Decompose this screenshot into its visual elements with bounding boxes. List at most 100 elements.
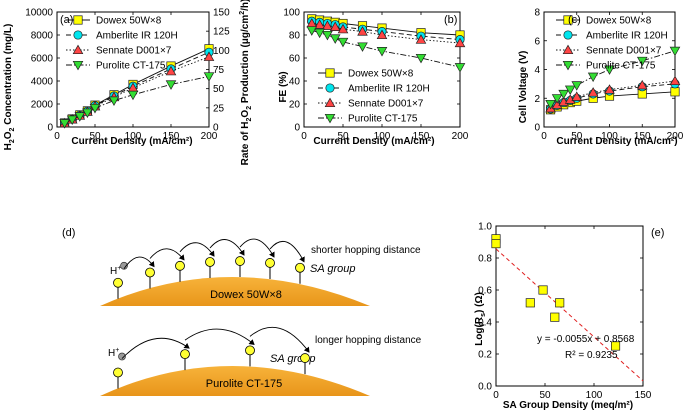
panel-d-label: (d) xyxy=(62,227,75,239)
panel-e-data-point xyxy=(525,298,535,308)
panel-c-y-tick-label: 0 xyxy=(534,123,540,134)
panel-c-data-point xyxy=(669,46,681,57)
panel-a-y2-tick-label: 75 xyxy=(213,65,225,76)
hopping-annotation-top: shorter hopping distance xyxy=(311,245,421,256)
panel-c-data-point xyxy=(669,75,681,86)
resin-bead-top xyxy=(100,277,370,306)
panel-b-data-point xyxy=(376,29,388,40)
hop-arrow-top xyxy=(149,248,185,261)
panel-b-data-point xyxy=(415,34,427,44)
panel-b-plot-area: 0 50 100 150 200 0 20 40 60 80 100 Dowex 50W×8 Amber… xyxy=(283,8,468,143)
proton-label-bottom: H+ xyxy=(108,347,119,359)
panel-b-data-point xyxy=(314,28,325,39)
panel-c-legend-label: Purolite CT-175 xyxy=(586,61,656,72)
panel-b-chart: 0 50 100 150 200 0 20 40 60 80 100 Dowex 50W×8 Amber… xyxy=(278,8,469,148)
panel-a-y2-tick-label: 125 xyxy=(213,27,230,38)
panel-a-legend-marker xyxy=(73,30,83,40)
panel-c-data-point xyxy=(587,87,599,97)
panel-e-data-point xyxy=(555,298,565,308)
panel-b-data-point xyxy=(357,26,368,36)
hop-arrow-bottom xyxy=(249,326,310,353)
panel-b-data-point xyxy=(329,21,341,31)
panel-a-legend-label: Dowex 50W×8 xyxy=(96,16,162,27)
panel-a-legend-label: Sennate D001×7 xyxy=(96,46,172,57)
panel-c-data-point xyxy=(545,99,556,110)
panel-c-data-point xyxy=(564,85,576,96)
panel-c-legend-marker xyxy=(563,30,573,40)
panel-e-y-tick-label: 1.0 xyxy=(478,222,492,233)
panel-c-series-4 xyxy=(545,46,681,110)
panel-c-legend-marker xyxy=(562,60,574,71)
panel-b-legend-marker xyxy=(325,68,335,78)
proton-label-top: H+ xyxy=(110,265,121,277)
panel-b-data-point xyxy=(454,37,466,48)
hop-arrow-top xyxy=(179,242,215,257)
panel-a-y-label: H2O2 Concentration (mg/L) xyxy=(3,24,16,151)
panel-b-y-tick-label: 0 xyxy=(294,123,300,134)
panel-c-y-tick-label: 6 xyxy=(534,36,540,47)
panel-e-y-tick-label: 0.8 xyxy=(478,254,492,265)
proton-top xyxy=(120,261,128,270)
panel-a-y-tick-label: 2000 xyxy=(31,100,54,111)
proton-bottom xyxy=(118,352,126,361)
panel-b-data-point xyxy=(454,63,466,73)
panel-b-x-tick-label: 50 xyxy=(337,131,349,142)
panel-c-series-3 xyxy=(545,75,681,113)
resin-name-bottom: Purolite CT-175 xyxy=(206,378,282,390)
panel-c-data-point xyxy=(636,56,648,67)
panel-b-y-tick-label: 80 xyxy=(289,31,301,42)
hop-arrow-bottom xyxy=(184,328,255,345)
panel-e-chart: 0 50 100 150 0.0 0.2 0.4 0.6 0.8 1.0 (e) y = -0.0… xyxy=(474,222,664,412)
panel-c-data-point xyxy=(604,84,615,94)
hop-arrow-top xyxy=(123,256,155,270)
panel-c-legend-label: Sennate D001×7 xyxy=(586,46,662,57)
panel-b-legend-label: Dowex 50W×8 xyxy=(348,69,414,80)
resin-name-top: Dowex 50W×8 xyxy=(210,289,282,301)
panel-c-data-point xyxy=(587,72,599,83)
panel-c-x-label: Current Density (mA/cm²) xyxy=(556,136,677,147)
panel-c-data-point xyxy=(571,91,583,101)
top-sa-site xyxy=(295,262,305,273)
panel-e-label: (e) xyxy=(651,227,664,239)
panel-b-y-label: FE (%) xyxy=(278,71,289,102)
panel-a-label: (a) xyxy=(60,14,73,26)
panel-a-series-line xyxy=(64,75,210,124)
panel-a-legend-marker xyxy=(72,44,84,55)
panel-a-y-tick-label: 4000 xyxy=(31,77,54,88)
panel-a-legend-label: Purolite CT-175 xyxy=(96,61,166,72)
panel-c-data-point xyxy=(571,81,583,91)
panel-b-legend-label: Purolite CT-175 xyxy=(348,114,418,125)
panel-c-label: (c) xyxy=(568,14,581,26)
panel-b-x-tick-label: 100 xyxy=(374,131,391,142)
panel-b-data-point xyxy=(337,37,349,48)
hop-arrow-bottom xyxy=(121,337,190,359)
panel-a-data-point xyxy=(89,103,101,114)
panel-c-y-tick-label: 2 xyxy=(534,94,540,105)
panel-a-data-point xyxy=(108,96,120,106)
panel-e-y-tick-label: 0.2 xyxy=(478,350,492,361)
panel-b-x-label: Current Density (mA/cm²) xyxy=(313,136,434,147)
panel-e-y-label: Log(Rs) (Ω) xyxy=(474,292,487,346)
panel-a-data-point xyxy=(203,51,215,61)
panel-c-legend-marker xyxy=(562,44,574,55)
panel-c-plot-area: 0 50 100 150 200 0 2 4 6 8 Dowex 50W×8 Amberlite IR… xyxy=(534,8,683,143)
panel-a-data-point xyxy=(203,72,215,82)
bottom-sa-site xyxy=(113,367,123,378)
resin-bead-bottom xyxy=(100,366,370,396)
bottom-sa-site xyxy=(180,349,190,360)
panel-e-x-tick-label: 150 xyxy=(635,390,652,401)
panel-a-data-point xyxy=(127,90,139,101)
panel-c-data-point xyxy=(670,87,680,97)
panel-a-x-tick-label: 100 xyxy=(125,131,142,142)
panel-b-legend-marker xyxy=(324,97,336,108)
panel-a-y2-tick-label: 100 xyxy=(213,46,230,57)
panel-a-y2-tick-label: 25 xyxy=(213,103,225,114)
panel-e-x-label: SA Group Density (meq/m²) xyxy=(503,400,633,411)
panel-e-frame xyxy=(495,225,644,387)
panel-a-y-tick-label: 10000 xyxy=(25,8,53,19)
panel-e-data-point xyxy=(538,285,548,295)
panel-b-legend-label: Amberlite IR 120H xyxy=(348,84,430,95)
panel-c-legend: Dowex 50W×8 Amberlite IR 120H Sennate D001… xyxy=(556,15,668,72)
panel-b-legend: Dowex 50W×8 Amberlite IR 120H Sennate D001… xyxy=(318,68,430,125)
panel-a-y-tick-label: 8000 xyxy=(31,31,54,42)
